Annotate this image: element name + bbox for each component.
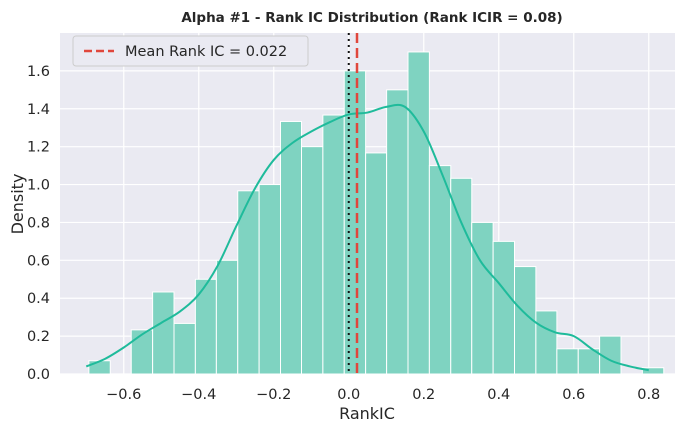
histogram-bar-6 [215, 259, 239, 375]
histogram-bar-16 [428, 165, 452, 375]
y-tick-label-0: 0.0 [27, 367, 50, 383]
histogram-bar-8 [258, 184, 281, 375]
y-tick-label-7: 1.4 [27, 102, 50, 118]
x-tick-label-4: 0.2 [412, 387, 435, 403]
histogram-bar-14 [386, 89, 409, 375]
histogram-bar-19 [492, 240, 515, 375]
x-tick-label-2: −0.2 [256, 387, 291, 403]
histogram-bar-17 [450, 177, 473, 375]
histogram-bar-15 [407, 51, 430, 375]
legend-label-mean: Mean Rank IC = 0.022 [125, 44, 287, 60]
y-tick-label-5: 1.0 [27, 178, 50, 194]
y-tick-label-4: 0.8 [27, 215, 50, 231]
histogram-bar-2 [130, 329, 154, 375]
histogram-bar-21 [535, 310, 558, 375]
legend-box [72, 35, 309, 67]
x-tick-label-3: 0.0 [337, 387, 360, 403]
x-tick-label-5: 0.4 [487, 387, 510, 403]
chart-title: Alpha #1 - Rank IC Distribution (Rank IC… [181, 10, 562, 26]
y-tick-label-1: 0.2 [27, 329, 50, 345]
y-tick-label-6: 1.2 [27, 140, 50, 156]
y-tick-label-2: 0.4 [27, 291, 50, 307]
histogram-bar-11 [322, 114, 345, 375]
histogram-bar-0 [88, 360, 111, 375]
x-axis-label: RankIC [339, 404, 395, 423]
x-tick-label-0: −0.6 [106, 387, 141, 403]
histogram-bar-18 [471, 221, 494, 375]
histogram-bar-22 [556, 348, 579, 375]
y-axis-label: Density [8, 174, 27, 235]
histogram-bar-13 [365, 152, 388, 375]
y-tick-label-8: 1.6 [27, 64, 50, 80]
x-tick-label-1: −0.4 [181, 387, 216, 403]
kde-curve [85, 103, 649, 372]
y-tick-labels: 0.0 0.2 0.4 0.6 0.8 1.0 1.2 1.4 1.6 [27, 64, 50, 383]
histogram-bar-10 [301, 146, 324, 375]
histogram-bars [88, 51, 665, 375]
histogram-bar-4 [173, 322, 196, 375]
y-tick-label-3: 0.6 [27, 253, 50, 269]
x-tick-label-6: 0.6 [562, 387, 585, 403]
histogram-bar-26 [641, 367, 665, 375]
legend: Mean Rank IC = 0.022 [72, 35, 309, 67]
x-tick-label-7: 0.8 [637, 387, 660, 403]
x-tick-labels: −0.6 −0.4 −0.2 0.0 0.2 0.4 0.6 0.8 [106, 387, 660, 403]
histogram-bar-12 [343, 70, 367, 375]
histogram-bar-3 [152, 291, 175, 375]
histogram-bar-9 [280, 120, 302, 375]
